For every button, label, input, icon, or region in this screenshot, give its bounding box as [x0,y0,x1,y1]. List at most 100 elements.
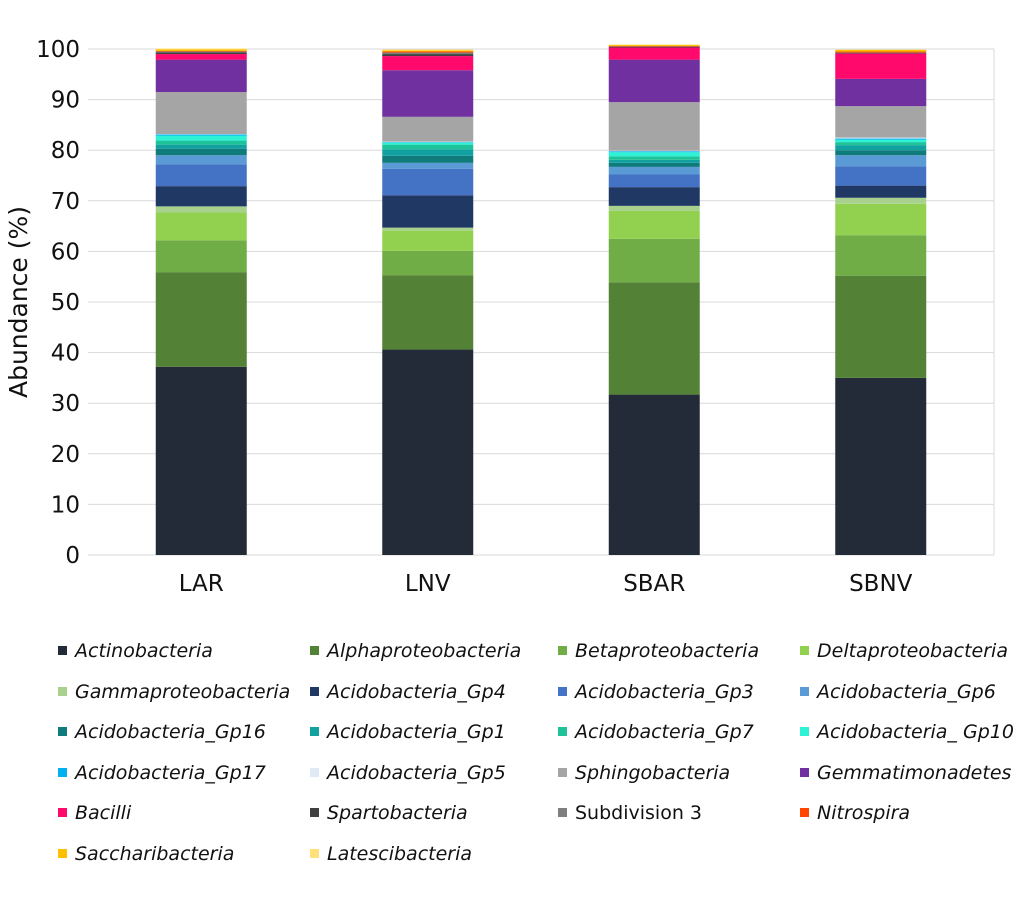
stacked-bar-chart: 0 10 20 30 40 50 60 70 80 90 100 LAR LNV SBAR SBNV Ab… [4,37,995,597]
legend-label: Acidobacteria_Gp1 [327,721,506,743]
bar-segment [835,145,927,151]
y-tick-label: 60 [51,239,80,265]
bar-segment [835,142,927,146]
legend-swatch [558,767,567,777]
bar-segment [835,377,927,555]
bars [155,44,927,555]
bar-segment [155,144,247,149]
legend-item: Gemmatimonadetes [800,762,1011,784]
bar-segment [155,92,247,135]
legend-swatch [58,767,67,777]
bar-segment [608,45,700,47]
bar-segment [155,49,247,52]
bar-segment [608,44,700,46]
legend-item: Acidobacteria_Gp5 [310,762,506,784]
bar-segment [835,203,927,236]
legend-item: Acidobacteria_Gp7 [558,721,754,743]
bar-segment [608,47,700,60]
bar-segment [835,106,927,138]
legend-swatch [558,727,567,736]
bar-segment [835,50,927,52]
bar-segment [835,52,927,54]
bar-segment [155,52,247,55]
y-tick-label: 80 [51,138,80,164]
bar-segment [155,140,247,145]
bar-segment [382,250,474,276]
bar-segment [835,137,927,139]
bar-segment [608,210,700,239]
legend-label: Acidobacteria_Gp6 [817,680,996,703]
legend-swatch [800,646,809,655]
bar-segment [155,148,247,156]
bar-segment [382,230,474,251]
bar-segment [608,44,700,45]
legend-item: Sphingobacteria [558,762,730,784]
legend-label: Latescibacteria [327,842,473,865]
bar-segment [155,186,247,207]
legend-item: Latescibacteria [310,843,472,865]
bar-segment [155,48,247,50]
y-tick-label: 30 [51,391,80,417]
legend-label: Alphaproteobacteria [327,640,522,662]
legend-item: Deltaproteobacteria [800,640,1008,662]
legend-label: Acidobacteria_ Gp10 [817,721,1014,743]
bar-segment [608,159,700,163]
bar-segment [155,164,247,187]
legend-label: Acidobacteria_Gp16 [75,721,266,743]
bar-segment [835,53,927,79]
bar-segment [382,155,474,163]
bar-segment [382,52,474,55]
bar-segment [155,272,247,367]
legend-swatch [58,646,67,655]
legend-label: Nitrospira [817,802,911,824]
legend-item: Acidobacteria_Gp4 [310,681,506,703]
x-tick-label: LAR [179,571,224,597]
bar-segment [382,275,474,350]
bar-segment [608,151,700,153]
legend-label: Acidobacteria_Gp17 [75,761,266,784]
bar-segment [608,174,700,188]
bar-segment [608,156,700,160]
bar-segment [155,206,247,213]
legend-item: Acidobacteria_Gp16 [58,721,266,743]
bar-segment [382,168,474,196]
legend-label: Actinobacteria [75,640,213,662]
legend-swatch [800,686,809,696]
y-tick-label: 70 [51,189,80,215]
y-tick-label: 90 [51,88,80,114]
bar-segment [608,205,700,211]
x-axis: LAR LNV SBAR SBNV [179,571,913,597]
bar-segment [608,282,700,395]
legend-swatch [800,727,809,736]
bar-segment [382,49,474,51]
bar-segment [835,78,927,107]
y-axis: 0 10 20 30 40 50 60 70 80 90 100 [36,37,80,569]
y-axis-label: Abundance (%) [4,206,33,398]
legend-label: Subdivision 3 [575,802,702,824]
y-tick-label: 50 [51,290,80,316]
legend-swatch [310,686,319,696]
bar-segment [835,138,927,140]
x-tick-label: LNV [405,571,451,597]
legend-swatch [58,727,67,736]
bar-segment [382,50,474,52]
legend-label: Sphingobacteria [575,761,731,784]
bar-segment [835,139,927,143]
bar-segment [382,149,474,156]
bar-segment [835,150,927,156]
x-tick-label: SBAR [623,571,685,597]
legend-item: Acidobacteria_Gp1 [310,721,506,743]
legend-item: Subdivision 3 [558,802,702,824]
bar-segment [382,227,474,231]
bar-segment [608,46,700,47]
bar-segment [155,51,247,52]
bar-segment [382,142,474,145]
bar-segment [155,59,247,93]
bar-segment [835,235,927,276]
bar-segment [382,51,474,53]
bar-segment [155,366,247,555]
bar-segment [608,238,700,283]
bar-segment [382,142,474,143]
bar-segment [155,135,247,141]
bar-segment [608,394,700,555]
